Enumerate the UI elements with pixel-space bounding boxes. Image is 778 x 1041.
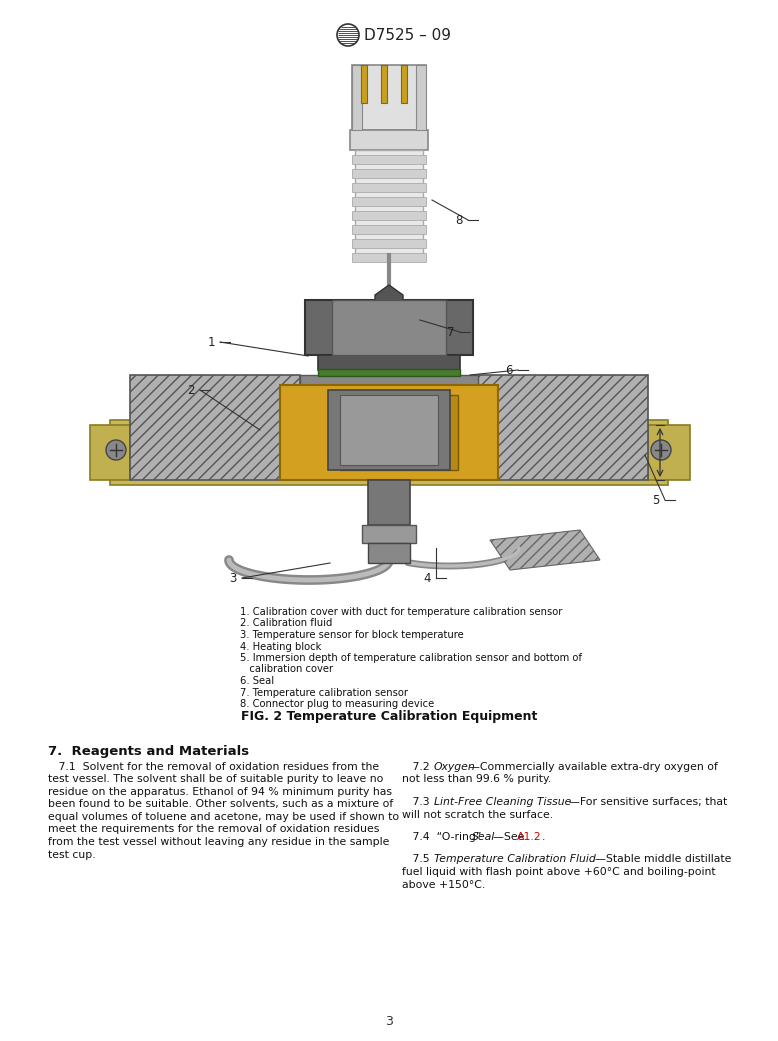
- Text: —Commercially available extra-dry oxygen of: —Commercially available extra-dry oxygen…: [469, 762, 718, 772]
- FancyBboxPatch shape: [352, 65, 426, 130]
- Polygon shape: [355, 400, 443, 465]
- Text: test vessel. The solvent shall be of suitable purity to leave no: test vessel. The solvent shall be of sui…: [48, 775, 384, 785]
- Polygon shape: [90, 425, 130, 480]
- Circle shape: [651, 440, 671, 460]
- Polygon shape: [375, 285, 403, 310]
- Polygon shape: [300, 375, 478, 390]
- Text: not less than 99.6 % purity.: not less than 99.6 % purity.: [402, 775, 552, 785]
- FancyBboxPatch shape: [352, 197, 426, 206]
- Text: 5: 5: [653, 493, 660, 507]
- Polygon shape: [340, 395, 458, 469]
- Text: equal volumes of toluene and acetone, may be used if shown to: equal volumes of toluene and acetone, ma…: [48, 812, 399, 822]
- FancyBboxPatch shape: [318, 369, 460, 376]
- Text: 7.  Reagents and Materials: 7. Reagents and Materials: [48, 745, 249, 758]
- FancyBboxPatch shape: [350, 130, 428, 150]
- Text: 5. Immersion depth of temperature calibration sensor and bottom of: 5. Immersion depth of temperature calibr…: [240, 653, 582, 663]
- Text: meet the requirements for the removal of oxidation residues: meet the requirements for the removal of…: [48, 824, 380, 835]
- Text: above +150°C.: above +150°C.: [402, 880, 485, 889]
- Text: 6. Seal: 6. Seal: [240, 676, 274, 686]
- FancyBboxPatch shape: [352, 225, 426, 234]
- FancyBboxPatch shape: [352, 169, 426, 178]
- Text: Temperature Calibration Fluid: Temperature Calibration Fluid: [434, 855, 596, 864]
- Circle shape: [337, 24, 359, 46]
- Text: 7.4  “O-ring”: 7.4 “O-ring”: [402, 832, 485, 842]
- Polygon shape: [110, 420, 668, 485]
- Text: from the test vessel without leaving any residue in the sample: from the test vessel without leaving any…: [48, 837, 389, 847]
- Text: 7.3: 7.3: [402, 797, 433, 807]
- Text: 2: 2: [187, 383, 195, 397]
- Text: 7. Temperature calibration sensor: 7. Temperature calibration sensor: [240, 687, 408, 697]
- Text: 7.5: 7.5: [402, 855, 433, 864]
- Text: 15±0.5: 15±0.5: [665, 439, 671, 465]
- FancyBboxPatch shape: [361, 65, 367, 103]
- Text: 3. Temperature sensor for block temperature: 3. Temperature sensor for block temperat…: [240, 630, 464, 640]
- Text: 7.2: 7.2: [402, 762, 433, 772]
- Text: 8. Connector plug to measuring device: 8. Connector plug to measuring device: [240, 699, 434, 709]
- FancyBboxPatch shape: [381, 65, 387, 103]
- Text: will not scratch the surface.: will not scratch the surface.: [402, 810, 553, 819]
- FancyBboxPatch shape: [332, 300, 446, 355]
- FancyBboxPatch shape: [340, 395, 438, 465]
- FancyBboxPatch shape: [362, 525, 416, 543]
- Text: —See: —See: [493, 832, 528, 842]
- Text: test cup.: test cup.: [48, 849, 96, 860]
- FancyBboxPatch shape: [368, 480, 410, 525]
- Circle shape: [106, 440, 126, 460]
- FancyBboxPatch shape: [401, 65, 407, 103]
- FancyBboxPatch shape: [416, 65, 426, 130]
- Text: residue on the apparatus. Ethanol of 94 % minimum purity has: residue on the apparatus. Ethanol of 94 …: [48, 787, 392, 797]
- Text: fuel liquid with flash point above +60°C and boiling-point: fuel liquid with flash point above +60°C…: [402, 867, 716, 877]
- Text: calibration cover: calibration cover: [240, 664, 333, 675]
- FancyBboxPatch shape: [355, 150, 423, 255]
- Text: 6: 6: [506, 363, 513, 377]
- FancyBboxPatch shape: [352, 155, 426, 164]
- Polygon shape: [478, 375, 648, 480]
- Text: 2. Calibration fluid: 2. Calibration fluid: [240, 618, 332, 629]
- Polygon shape: [280, 385, 498, 480]
- Text: 8: 8: [456, 213, 463, 227]
- Text: 4: 4: [423, 572, 431, 584]
- Text: 3: 3: [385, 1015, 393, 1029]
- Text: 1. Calibration cover with duct for temperature calibration sensor: 1. Calibration cover with duct for tempe…: [240, 607, 562, 617]
- Text: 4. Heating block: 4. Heating block: [240, 641, 321, 652]
- FancyBboxPatch shape: [352, 183, 426, 192]
- FancyBboxPatch shape: [352, 211, 426, 220]
- Text: Seal: Seal: [472, 832, 496, 842]
- FancyBboxPatch shape: [318, 355, 460, 370]
- FancyBboxPatch shape: [305, 300, 473, 355]
- FancyBboxPatch shape: [352, 65, 362, 130]
- Text: FIG. 2 Temperature Calibration Equipment: FIG. 2 Temperature Calibration Equipment: [241, 710, 537, 723]
- Text: 7: 7: [447, 326, 455, 338]
- FancyBboxPatch shape: [352, 253, 426, 262]
- FancyBboxPatch shape: [368, 543, 410, 563]
- Polygon shape: [130, 375, 300, 480]
- Text: —Stable middle distillate: —Stable middle distillate: [595, 855, 731, 864]
- Text: A1.2: A1.2: [517, 832, 541, 842]
- Text: been found to be suitable. Other solvents, such as a mixture of: been found to be suitable. Other solvent…: [48, 799, 393, 810]
- Text: D7525 – 09: D7525 – 09: [364, 27, 451, 43]
- Text: —For sensitive surfaces; that: —For sensitive surfaces; that: [569, 797, 727, 807]
- FancyBboxPatch shape: [328, 390, 450, 469]
- Text: 1: 1: [208, 335, 215, 349]
- Polygon shape: [490, 530, 600, 570]
- Text: Lint-Free Cleaning Tissue: Lint-Free Cleaning Tissue: [434, 797, 571, 807]
- Text: 3: 3: [230, 572, 237, 584]
- FancyBboxPatch shape: [352, 239, 426, 248]
- Text: Oxygen: Oxygen: [434, 762, 476, 772]
- Text: 7.1  Solvent for the removal of oxidation residues from the: 7.1 Solvent for the removal of oxidation…: [48, 762, 379, 772]
- Polygon shape: [648, 425, 690, 480]
- Text: .: .: [542, 832, 545, 842]
